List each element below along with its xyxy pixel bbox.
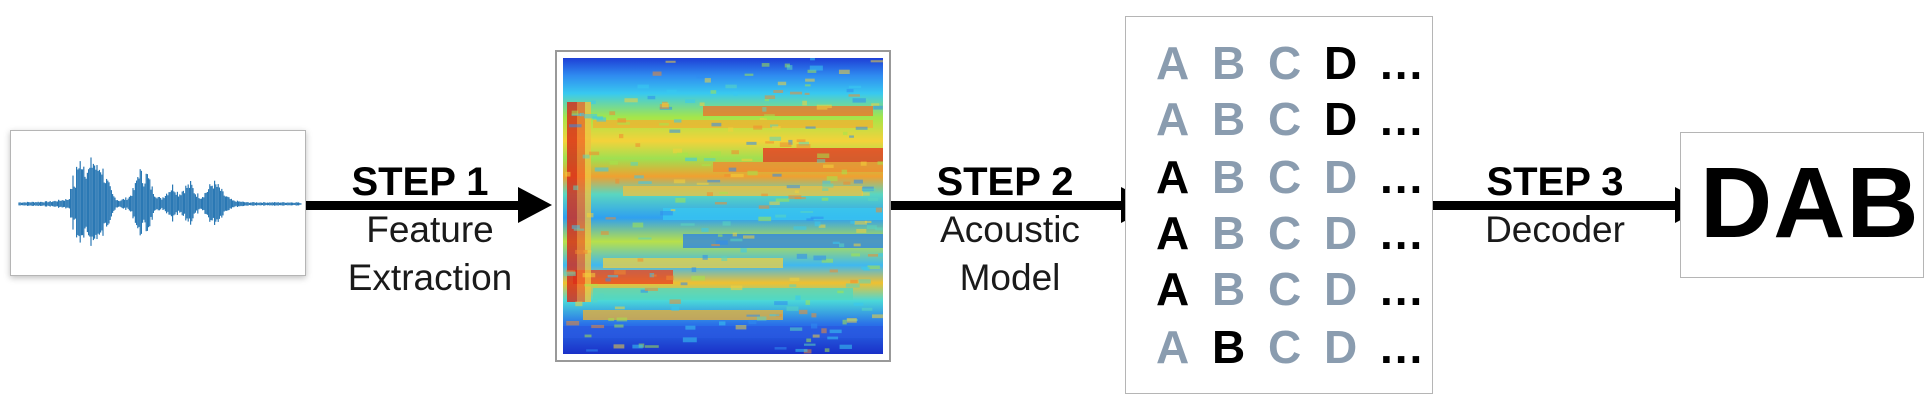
ellipsis: ... xyxy=(1380,93,1425,145)
spectrogram-image xyxy=(563,58,892,354)
spectrogram-panel xyxy=(555,50,892,362)
ellipsis: ... xyxy=(1380,321,1425,373)
probability-row: A B C D... xyxy=(1156,320,1425,373)
decoded-output-text: DAB xyxy=(1700,147,1920,259)
letter-cell: D xyxy=(1324,37,1358,89)
probability-row: A B C D... xyxy=(1156,92,1425,145)
letter-cell: C xyxy=(1268,263,1302,315)
letter-cell: C xyxy=(1268,93,1302,145)
step-2-desc-line1: Acoustic xyxy=(940,209,1080,250)
letter-cell: C xyxy=(1268,37,1302,89)
step-1-desc-line2: Extraction xyxy=(347,257,513,298)
letter-cell: C xyxy=(1268,321,1302,373)
letter-cell: A xyxy=(1156,321,1190,373)
acoustic-output-panel xyxy=(1125,16,1433,394)
audio-waveform-panel xyxy=(10,130,306,276)
step-2-desc-line2: Model xyxy=(959,257,1061,298)
ellipsis: ... xyxy=(1380,263,1425,315)
ellipsis: ... xyxy=(1380,151,1425,203)
ellipsis: ... xyxy=(1380,207,1425,259)
letter-cell: A xyxy=(1156,37,1190,89)
step-3-desc-line1: Decoder xyxy=(1485,209,1625,250)
letter-cell: D xyxy=(1324,263,1358,315)
step-3-title: STEP 3 xyxy=(1486,160,1624,204)
probability-row: A B C D... xyxy=(1156,36,1425,89)
waveform-image xyxy=(18,157,302,246)
letter-cell: A xyxy=(1156,151,1190,203)
letter-cell: A xyxy=(1156,207,1190,259)
letter-cell: B xyxy=(1212,151,1246,203)
step-2-title: STEP 2 xyxy=(936,160,1074,204)
letter-cell: B xyxy=(1212,263,1246,315)
letter-cell: C xyxy=(1268,151,1302,203)
probability-row: A B C D... xyxy=(1156,262,1425,315)
letter-cell: B xyxy=(1212,207,1246,259)
letter-cell: B xyxy=(1212,93,1246,145)
letter-cell: D xyxy=(1324,151,1358,203)
ellipsis: ... xyxy=(1380,37,1425,89)
letter-cell: D xyxy=(1324,321,1358,373)
letter-cell: A xyxy=(1156,93,1190,145)
probability-row: A B C D... xyxy=(1156,150,1425,203)
step-1-title: STEP 1 xyxy=(351,160,489,204)
letter-cell: A xyxy=(1156,263,1190,315)
probability-row: A B C D... xyxy=(1156,206,1425,259)
letter-cell: B xyxy=(1212,37,1246,89)
step-1-desc-line1: Feature xyxy=(366,209,494,250)
letter-cell: D xyxy=(1324,207,1358,259)
letter-cell: B xyxy=(1212,321,1246,373)
decoded-output-panel xyxy=(1680,132,1924,278)
letter-cell: C xyxy=(1268,207,1302,259)
letter-cell: D xyxy=(1324,93,1358,145)
